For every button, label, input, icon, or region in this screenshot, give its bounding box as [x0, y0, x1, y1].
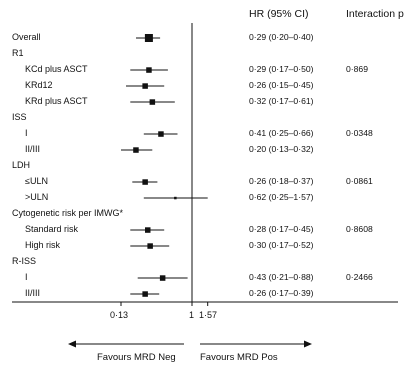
hr-ci-value: 0·28 (0·17–0·45) [249, 224, 314, 234]
hr-point [142, 83, 148, 89]
row-label: Overall [12, 32, 41, 42]
hr-ci-value: 0·26 (0·17–0·39) [249, 288, 314, 298]
hr-point [159, 275, 166, 281]
interaction-p-value: 0·869 [346, 64, 368, 74]
hr-ci-value: 0·41 (0·25–0·66) [249, 128, 314, 138]
row-label: R1 [12, 48, 24, 58]
hr-point [145, 227, 151, 233]
hr-point [158, 131, 164, 137]
row-label: KRd12 [25, 80, 53, 90]
interaction-column-header: Interaction p [346, 8, 404, 20]
row-label: II/III [25, 144, 41, 154]
interaction-p-value: 0·8608 [346, 224, 373, 234]
row-label: >ULN [25, 192, 49, 202]
row-label: ≤ULN [25, 176, 48, 186]
hr-point [144, 34, 153, 42]
row-label: Standard risk [25, 224, 79, 234]
tick-label-0-13: 0·13 [110, 310, 129, 320]
tick-label-1: 1 [189, 310, 195, 320]
hr-ci-value: 0·26 (0·15–0·45) [249, 80, 314, 90]
hr-point [146, 67, 152, 73]
row-label: I [25, 272, 28, 282]
hr-point [142, 179, 148, 185]
hr-ci-value: 0·29 (0·20–0·40) [249, 32, 314, 42]
row-label: KRd plus ASCT [25, 96, 88, 106]
hr-ci-value: 0·32 (0·17–0·61) [249, 96, 314, 106]
hr-point [147, 243, 153, 249]
row-label: I [25, 128, 28, 138]
favours-left-label: Favours MRD Neg [97, 352, 176, 363]
interaction-p-value: 0·2466 [346, 272, 373, 282]
row-label: LDH [12, 160, 31, 170]
hr-ci-value: 0·62 (0·25–1·57) [249, 192, 314, 202]
interaction-p-value: 0·0348 [346, 128, 373, 138]
hr-ci-value: 0·30 (0·17–0·52) [249, 240, 314, 250]
hr-point [133, 147, 139, 153]
arrow-right-head [304, 340, 312, 348]
hr-point [149, 99, 156, 105]
row-label: High risk [25, 240, 61, 250]
hr-point [142, 291, 148, 297]
interaction-p-value: 0·0861 [346, 176, 373, 186]
row-label: KCd plus ASCT [25, 64, 88, 74]
hr-ci-value: 0·43 (0·21–0·88) [249, 272, 314, 282]
row-label: ISS [12, 112, 27, 122]
hr-ci-value: 0·20 (0·13–0·32) [249, 144, 314, 154]
row-label: II/III [25, 288, 41, 298]
arrow-left-head [68, 340, 76, 348]
favours-right-label: Favours MRD Pos [200, 352, 278, 363]
row-label: Cytogenetic risk per IMWG* [12, 208, 124, 218]
hr-column-header: HR (95% CI) [249, 8, 309, 20]
hr-point [174, 196, 177, 200]
tick-label-1-57: 1·57 [199, 310, 218, 320]
hr-ci-value: 0·29 (0·17–0·50) [249, 64, 314, 74]
hr-ci-value: 0·26 (0·18–0·37) [249, 176, 314, 186]
row-label: R-ISS [12, 256, 37, 266]
